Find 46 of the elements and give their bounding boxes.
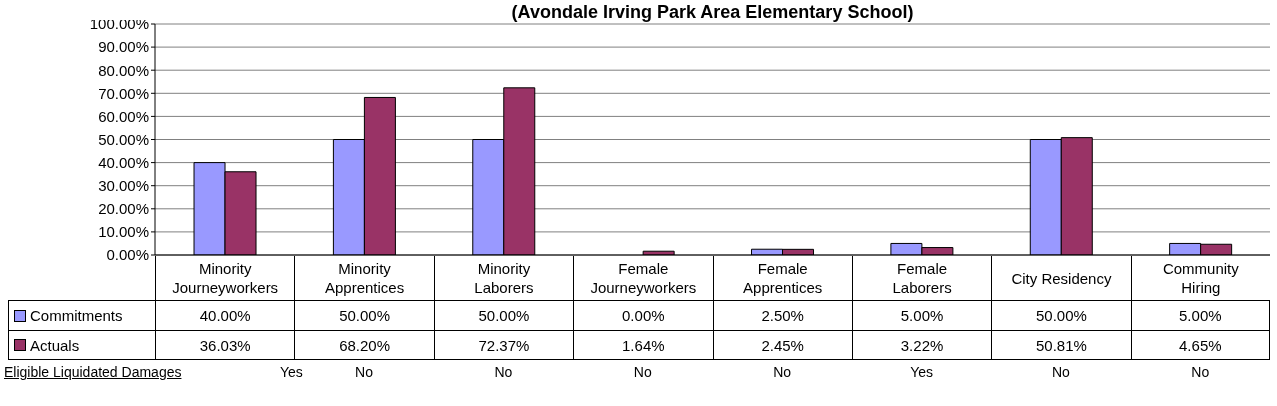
text: No [355,364,374,380]
text: No [773,364,792,380]
y-tick-label: 40.00% [98,153,149,171]
data-label: 72.37% [433,330,574,360]
data-label: 50.00% [991,300,1131,330]
data-label: 2.50% [712,300,852,330]
legend-label: Commitments [8,300,155,330]
data-label: 4.65% [1130,330,1270,360]
x-tick-label: Minority Apprentices [294,256,434,300]
x-tick-label: Female Laborers [851,256,992,300]
data-label: 5.00% [851,300,992,330]
data-label: 50.81% [991,330,1131,360]
y-tick-label: 10.00% [98,223,149,241]
data-label: 5.00% [1130,300,1270,330]
data-label: 36.03% [155,330,295,360]
data-label: 68.20% [294,330,434,360]
y-tick-label: 70.00% [98,84,149,102]
data-label: 1.64% [573,330,713,360]
text: Eligible Liquidated Damages [4,364,182,380]
data-label: 0.00% [573,300,713,330]
y-tick-label: 80.00% [98,61,149,79]
text: Yes [910,364,933,380]
data-label: 50.00% [433,300,574,330]
x-tick-label: City Residency [991,256,1131,300]
y-tick-label: 90.00% [98,38,149,56]
x-tick-label: Minority Journeyworkers [155,256,295,300]
y-tick-label: 50.00% [98,130,149,148]
y-tick-label: 20.00% [98,200,149,218]
text: No [633,364,652,380]
text: No [1051,364,1070,380]
y-tick-label: 60.00% [98,107,149,125]
x-tick-label: Female Apprentices [712,256,852,300]
x-tick-label: Minority Laborers [433,256,574,300]
y-tick-label: 30.00% [98,177,149,195]
data-label: 2.45% [712,330,852,360]
data-label: 50.00% [294,300,434,330]
data-label: 40.00% [155,300,295,330]
chart-title: (Avondale Irving Park Area Elementary School) [510,2,915,23]
x-tick-label: Female Journeyworkers [573,256,713,300]
text: No [1191,364,1210,380]
text: No [494,364,513,380]
data-label: 3.22% [851,330,992,360]
x-tick-label: Community Hiring [1130,256,1270,300]
text: Yes [280,364,303,380]
legend-label: Actuals [8,330,155,360]
y-tick-label: 0.00% [106,246,149,264]
